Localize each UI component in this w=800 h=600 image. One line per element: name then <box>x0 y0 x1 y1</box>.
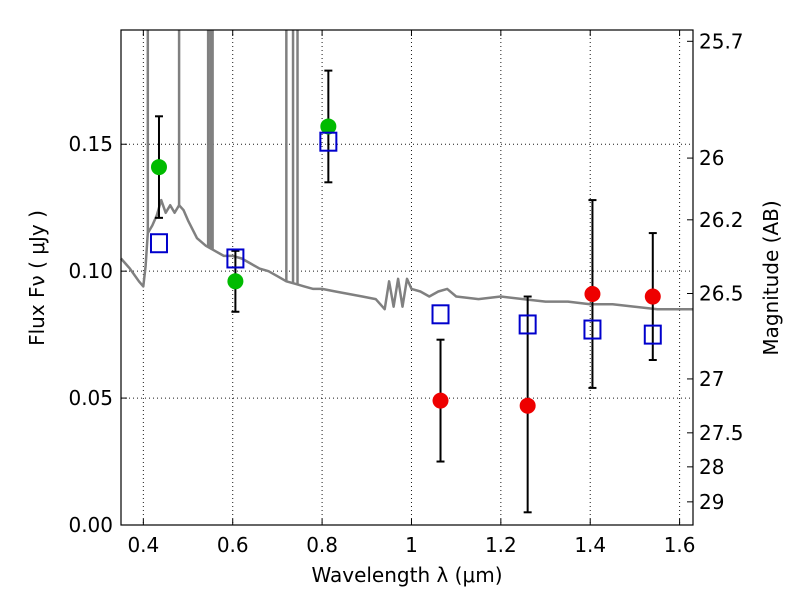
x-tick-label: 1.2 <box>485 533 517 557</box>
model-square-marker <box>319 131 338 152</box>
green-data-point <box>227 273 244 290</box>
mag-tick-label: 27 <box>699 367 724 391</box>
grid-layer <box>121 30 693 526</box>
green-data-point <box>320 118 337 135</box>
sed-curve <box>120 198 693 311</box>
y-tick-label: 0.05 <box>68 386 113 410</box>
y-tick-label: 0.15 <box>68 132 113 156</box>
mag-tick-label: 28 <box>699 455 724 479</box>
red-data-point <box>432 392 449 409</box>
mag-tick-label: 29 <box>699 490 724 514</box>
red-data-point <box>584 286 601 302</box>
model-square-marker <box>431 304 450 325</box>
model-square-marker <box>149 233 168 254</box>
plot-frame <box>120 29 694 526</box>
red-data-point <box>519 397 536 414</box>
model-square-marker <box>643 324 662 345</box>
green-data-point <box>150 159 167 176</box>
y-tick-label: 0.00 <box>68 513 113 537</box>
y-axis-title: Flux Fν ( μJy ) <box>25 210 49 346</box>
x-tick-label: 1.6 <box>664 533 696 557</box>
x-axis-title: Wavelength λ (μm) <box>311 563 502 587</box>
y-tick-label: 0.10 <box>68 259 113 283</box>
points-layer <box>149 69 662 514</box>
mag-tick-label: 25.7 <box>699 29 744 53</box>
x-tick-label: 0.8 <box>306 533 338 557</box>
ticks-layer: 0.4 0.6 0.8 1 1.2 1.4 1.6 0.00 0.05 0.10 0.15 25.7 2… <box>68 29 743 557</box>
x-tick-label: 1.4 <box>574 533 606 557</box>
model-square-marker <box>226 248 245 269</box>
mag-tick-label: 26.5 <box>699 281 744 305</box>
x-tick-label: 0.6 <box>217 533 249 557</box>
model-square-marker <box>518 314 537 335</box>
sed-layer <box>120 30 693 311</box>
mag-tick-label: 26 <box>699 146 724 170</box>
y-axis-right-title: Magnitude (AB) <box>759 200 783 355</box>
red-data-point <box>644 288 661 305</box>
x-tick-label: 1 <box>405 533 418 557</box>
mag-tick-label: 26.2 <box>699 208 744 232</box>
mag-tick-label: 27.5 <box>699 421 744 445</box>
x-tick-label: 0.4 <box>127 533 159 557</box>
model-square-marker <box>583 319 602 340</box>
